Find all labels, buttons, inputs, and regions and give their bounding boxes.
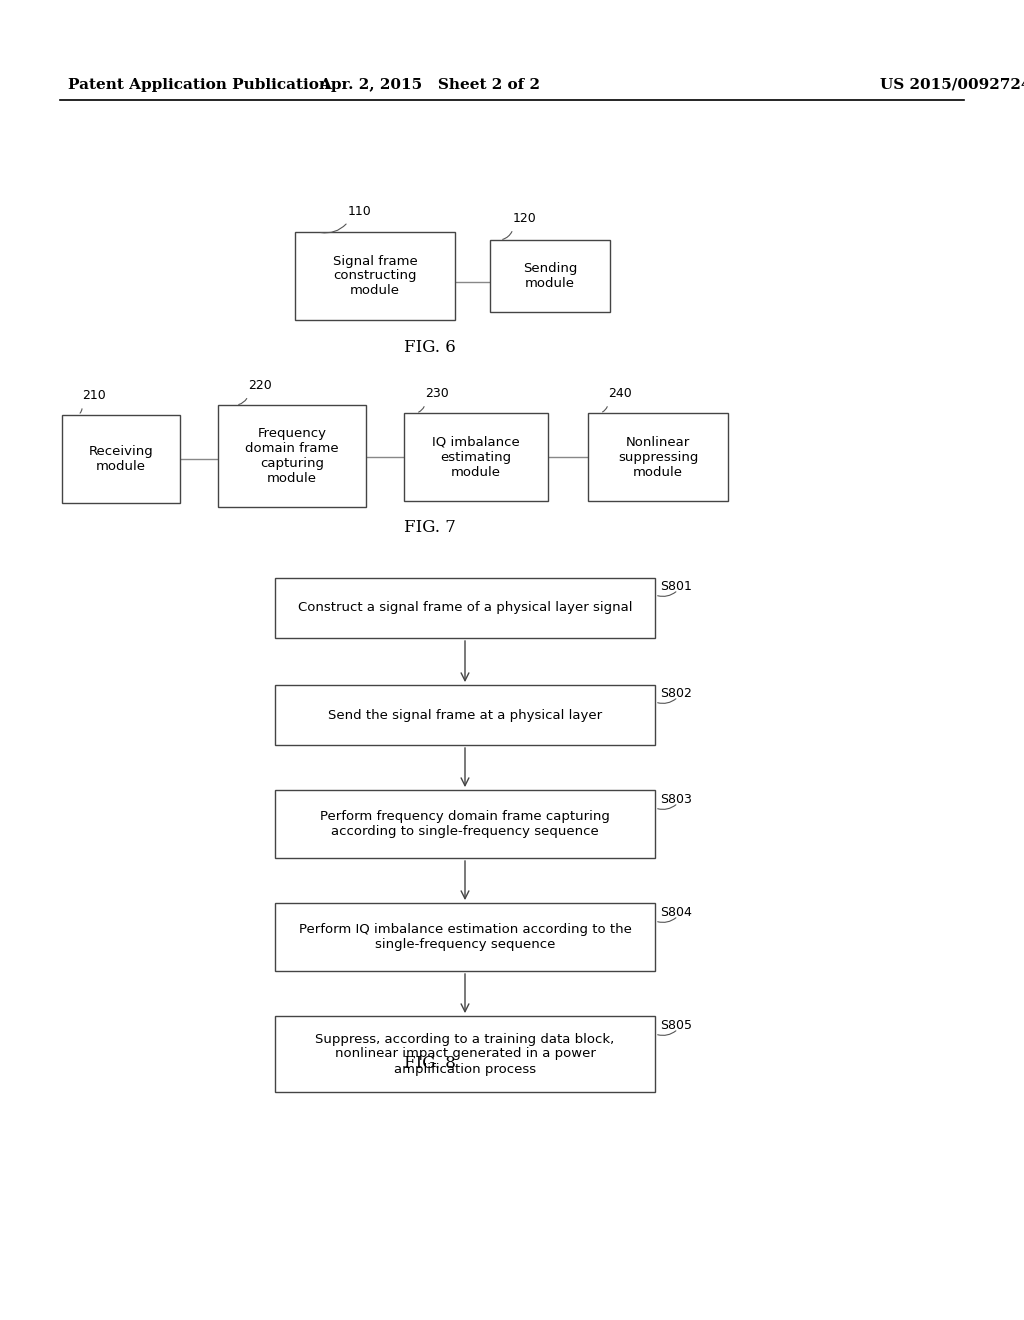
Bar	[275, 578, 655, 638]
Text: FIG. 8: FIG. 8	[404, 1055, 456, 1072]
Bar	[62, 414, 180, 503]
Text: Nonlinear
suppressing
module: Nonlinear suppressing module	[617, 436, 698, 479]
Bar	[404, 413, 548, 502]
Text: Receiving
module: Receiving module	[89, 445, 154, 473]
Text: 230: 230	[425, 387, 449, 400]
Bar	[275, 1016, 655, 1092]
Text: US 2015/0092724 A1: US 2015/0092724 A1	[880, 78, 1024, 92]
Text: FIG. 7: FIG. 7	[404, 520, 456, 536]
Text: Sending
module: Sending module	[523, 261, 578, 290]
Text: Perform frequency domain frame capturing
according to single-frequency sequence: Perform frequency domain frame capturing…	[321, 810, 610, 838]
Text: Construct a signal frame of a physical layer signal: Construct a signal frame of a physical l…	[298, 602, 632, 615]
Text: Send the signal frame at a physical layer: Send the signal frame at a physical laye…	[328, 709, 602, 722]
Bar	[275, 903, 655, 972]
Text: 120: 120	[513, 213, 537, 224]
Text: Patent Application Publication: Patent Application Publication	[68, 78, 330, 92]
Text: 220: 220	[248, 379, 271, 392]
Text: 210: 210	[82, 389, 105, 403]
Text: S801: S801	[660, 579, 692, 593]
Text: S803: S803	[660, 793, 692, 807]
Bar	[295, 232, 455, 319]
Text: S805: S805	[660, 1019, 692, 1032]
Text: IQ imbalance
estimating
module: IQ imbalance estimating module	[432, 436, 520, 479]
Bar	[490, 240, 610, 312]
Text: 110: 110	[348, 205, 372, 218]
Text: Frequency
domain frame
capturing
module: Frequency domain frame capturing module	[245, 426, 339, 484]
Text: 240: 240	[608, 387, 632, 400]
Text: S802: S802	[660, 686, 692, 700]
Text: Apr. 2, 2015   Sheet 2 of 2: Apr. 2, 2015 Sheet 2 of 2	[319, 78, 541, 92]
Text: Signal frame
constructing
module: Signal frame constructing module	[333, 255, 418, 297]
Bar	[275, 789, 655, 858]
Text: Perform IQ imbalance estimation according to the
single-frequency sequence: Perform IQ imbalance estimation accordin…	[299, 923, 632, 950]
Bar	[588, 413, 728, 502]
Bar	[218, 405, 366, 507]
Text: FIG. 6: FIG. 6	[404, 338, 456, 355]
Text: S804: S804	[660, 906, 692, 919]
Bar	[275, 685, 655, 744]
Text: Suppress, according to a training data block,
nonlinear impact generated in a po: Suppress, according to a training data b…	[315, 1032, 614, 1076]
